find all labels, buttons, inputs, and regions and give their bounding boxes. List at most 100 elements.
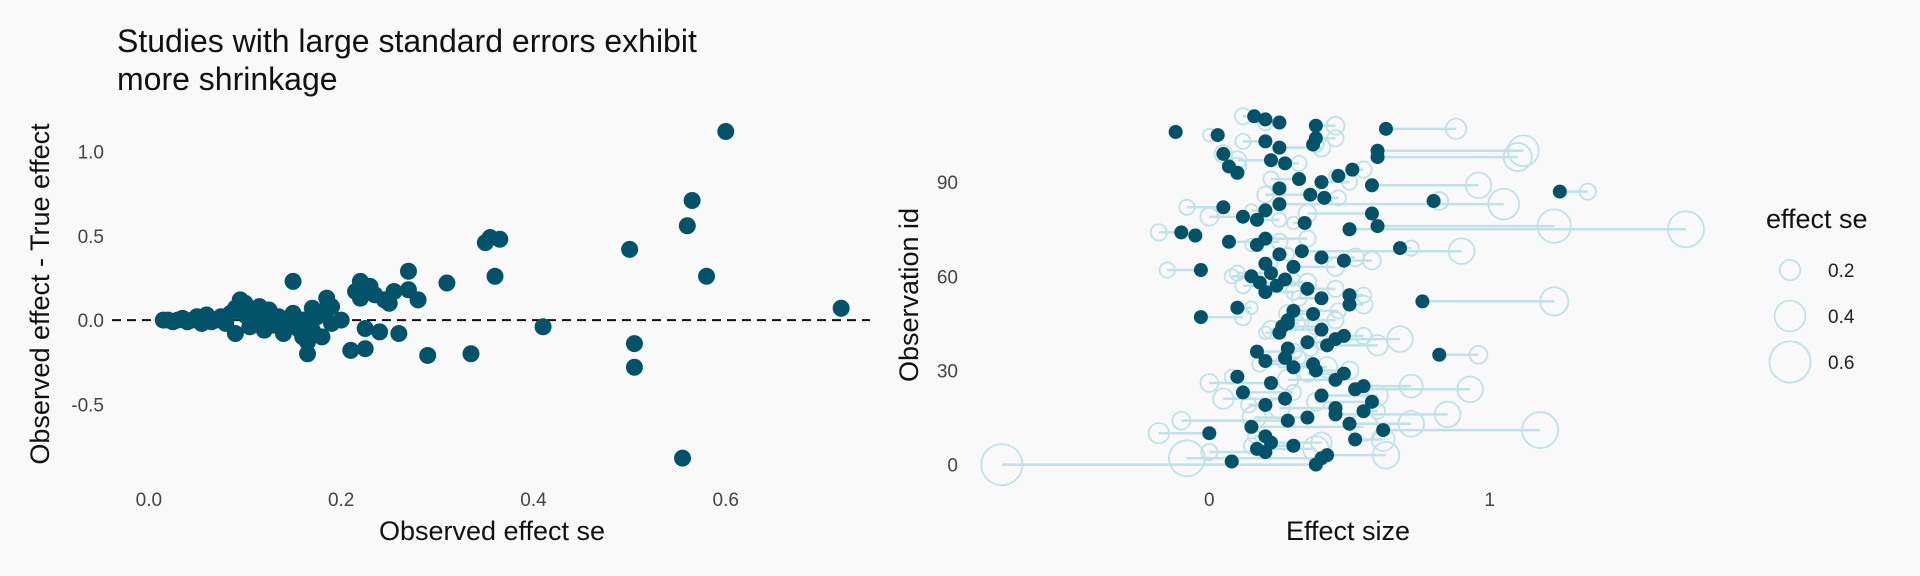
- true-effect-point: [1272, 181, 1287, 196]
- true-effect-point: [1300, 281, 1315, 296]
- legend-key-circle: [1768, 340, 1812, 384]
- scatter-point: [625, 335, 643, 353]
- scatter-point: [284, 272, 302, 290]
- true-effect-point: [1202, 426, 1217, 441]
- right-x-tick-label: 0: [1204, 490, 1215, 511]
- observed-effect-circle: [1262, 170, 1280, 188]
- legend-entry-label: 0.6: [1828, 353, 1854, 374]
- right-y-tick-label: 90: [937, 173, 958, 194]
- true-effect-point: [1426, 194, 1441, 208]
- true-effect-point: [1356, 379, 1371, 394]
- true-effect-point: [1258, 203, 1273, 218]
- left-y-axis-label: Observed effect - True effect: [25, 123, 55, 465]
- true-effect-point: [1216, 146, 1231, 161]
- legend-entries: 0.2 0.4 0.6: [1768, 258, 1855, 384]
- true-effect-point: [1210, 128, 1225, 143]
- true-effect-point: [1364, 206, 1379, 221]
- observed-effect-circle: [1464, 171, 1493, 200]
- observed-effect-circle: [1578, 182, 1597, 201]
- true-effect-point: [1224, 454, 1239, 469]
- true-effect-point: [1297, 215, 1312, 230]
- scatter-point: [299, 345, 316, 363]
- right-y-ticks: 0 30 60 90: [937, 173, 958, 476]
- true-effect-point: [1336, 366, 1351, 381]
- true-effect-point: [1264, 153, 1278, 168]
- true-effect-point: [1193, 310, 1208, 325]
- right-x-tick-label: 1: [1484, 490, 1495, 511]
- left-x-tick-label: 0.2: [328, 490, 354, 511]
- left-x-axis-label: Observed effect se: [379, 516, 605, 546]
- true-effect-point: [1378, 121, 1393, 136]
- scatter-point: [717, 122, 735, 140]
- true-effect-point: [1235, 209, 1250, 224]
- true-effect-point: [1308, 131, 1323, 146]
- true-effect-point: [1300, 410, 1315, 425]
- observed-effect-circle: [1149, 223, 1168, 242]
- observed-effect-circle: [1325, 115, 1346, 136]
- true-effect-point: [1314, 250, 1329, 265]
- scatter-point: [356, 319, 374, 337]
- true-effect-point: [1278, 272, 1293, 287]
- true-effect-point: [1370, 219, 1385, 234]
- legend: effect se 0.2 0.4 0.6: [1766, 204, 1868, 384]
- true-effect-point: [1292, 172, 1307, 187]
- true-effect-point: [1364, 178, 1379, 193]
- scatter-point: [409, 291, 427, 309]
- true-effect-point: [1272, 197, 1287, 212]
- left-x-tick-label: 0.6: [713, 490, 739, 511]
- scatter-point: [390, 325, 408, 343]
- observed-effect-circle: [1171, 410, 1192, 431]
- true-effect-point: [1336, 253, 1351, 268]
- observed-effect-circle: [1667, 210, 1705, 249]
- left-y-tick-label: 0.0: [78, 311, 104, 332]
- chart-title-line-2: more shrinkage: [117, 61, 338, 97]
- scatter-point: [342, 341, 360, 359]
- true-effect-point: [1244, 269, 1259, 284]
- observed-effect-circle: [1178, 198, 1196, 216]
- true-effect-point: [1221, 234, 1236, 249]
- left-x-ticks: 0.0 0.2 0.4 0.6: [136, 490, 739, 511]
- legend-key-circle: [1778, 258, 1802, 282]
- true-effect-point: [1249, 212, 1264, 227]
- legend-title: effect se: [1766, 204, 1868, 234]
- scatter-point: [399, 262, 417, 280]
- observed-effect-circle: [1354, 326, 1373, 345]
- true-effect-point: [1286, 303, 1301, 318]
- left-y-ticks: -0.5 0.0 0.5 1.0: [71, 143, 104, 417]
- observed-effect-circle: [1290, 289, 1308, 307]
- scatter-point: [438, 274, 456, 292]
- true-effect-point: [1392, 241, 1407, 256]
- observed-effect-circle: [1386, 325, 1414, 353]
- true-effect-point: [1258, 354, 1273, 369]
- true-effect-point: [1258, 397, 1273, 412]
- observed-effect-circle: [1212, 387, 1235, 410]
- true-effect-point: [1188, 228, 1203, 243]
- observed-effect-circle: [1271, 211, 1288, 228]
- true-effect-point: [1342, 222, 1357, 237]
- true-effect-point: [1370, 143, 1385, 158]
- left-y-tick-label: -0.5: [71, 395, 104, 416]
- observed-effect-circle: [1433, 400, 1462, 429]
- scatter-point: [226, 325, 244, 343]
- true-effect-point: [1320, 448, 1335, 463]
- scatter-point: [241, 318, 259, 336]
- scatter-point: [323, 298, 341, 316]
- true-effect-point: [1432, 347, 1447, 362]
- true-effect-point: [1258, 256, 1273, 271]
- scatter-point: [674, 449, 691, 467]
- right-y-axis-label: Observation id: [894, 208, 924, 382]
- observed-effect-circle: [1502, 142, 1533, 173]
- observed-effect-circle: [1147, 422, 1170, 445]
- true-effect-point: [1303, 187, 1318, 202]
- true-effect-point: [1376, 423, 1391, 438]
- true-effect-point: [1258, 429, 1273, 444]
- scatter-point: [351, 289, 369, 307]
- left-x-tick-label: 0.0: [136, 490, 162, 511]
- true-effect-point: [1317, 190, 1332, 205]
- true-effect-point: [1258, 134, 1273, 149]
- true-effect-point: [1294, 244, 1309, 259]
- true-effect-point: [1258, 231, 1273, 246]
- observed-effect-circle: [1371, 440, 1401, 470]
